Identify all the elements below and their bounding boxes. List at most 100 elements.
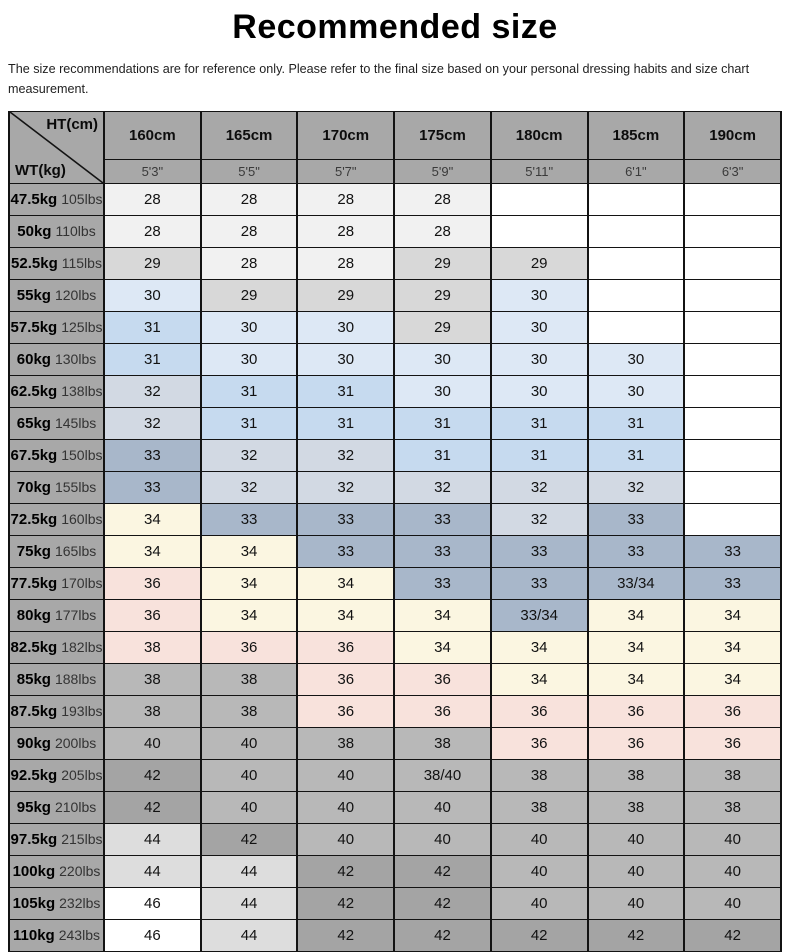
weight-label: 77.5kg 170lbs [8, 567, 105, 601]
size-cell: 33 [489, 567, 589, 601]
size-cell: 34 [199, 567, 299, 601]
size-cell: 38 [586, 759, 686, 793]
height-cm-row: HT(cm) WT(kg) 160cm 165cm 170cm 175cm 180cm 1… [8, 111, 782, 185]
size-cell: 34 [683, 631, 782, 665]
size-cell: 30 [199, 311, 299, 345]
size-cell: 38 [199, 695, 299, 729]
size-cell: 29 [393, 311, 492, 345]
size-cell: 40 [393, 823, 492, 857]
size-cell: 31 [586, 407, 686, 441]
weight-label: 57.5kg 125lbs [8, 311, 105, 345]
size-cell: 31 [296, 375, 396, 409]
table-body: 47.5kg 105lbs 28 28 28 28 50kg 110lbs 28 28 28 28 52… [8, 183, 782, 952]
size-cell: 33 [103, 471, 202, 505]
size-cell: 33 [586, 503, 686, 537]
table-row: 55kg 120lbs 30 29 29 29 30 [8, 279, 782, 313]
size-cell: 40 [586, 823, 686, 857]
height-cm-header: 175cm [393, 111, 492, 161]
height-ft-header: 6'1" [586, 159, 686, 185]
table-header: HT(cm) WT(kg) 160cm 165cm 170cm 175cm 180cm 1… [8, 111, 782, 185]
height-axis-label: HT(cm) [46, 116, 98, 134]
size-cell [683, 215, 782, 249]
size-cell: 36 [586, 727, 686, 761]
diagonal-divider [11, 112, 102, 183]
size-cell: 38 [489, 791, 589, 825]
size-cell: 34 [393, 631, 492, 665]
size-cell: 36 [296, 663, 396, 697]
size-cell [683, 343, 782, 377]
size-cell: 42 [393, 855, 492, 889]
size-cell: 32 [199, 471, 299, 505]
size-cell: 42 [489, 919, 589, 952]
size-cell: 34 [489, 631, 589, 665]
size-cell: 32 [586, 471, 686, 505]
weight-label: 65kg 145lbs [8, 407, 105, 441]
height-cm-header: 165cm [199, 111, 299, 161]
size-cell: 36 [683, 727, 782, 761]
size-cell: 32 [489, 471, 589, 505]
size-cell: 28 [296, 215, 396, 249]
size-cell: 36 [586, 695, 686, 729]
size-cell: 30 [489, 311, 589, 345]
size-cell: 33 [393, 567, 492, 601]
size-cell: 33 [586, 535, 686, 569]
size-cell: 28 [199, 247, 299, 281]
size-cell: 38/40 [393, 759, 492, 793]
weight-label: 90kg 200lbs [8, 727, 105, 761]
table-row: 62.5kg 138lbs 32 31 31 30 30 30 [8, 375, 782, 409]
corner-cell: HT(cm) WT(kg) [8, 111, 105, 185]
size-cell: 30 [489, 375, 589, 409]
size-cell: 34 [586, 631, 686, 665]
table-row: 90kg 200lbs 40 40 38 38 36 36 36 [8, 727, 782, 761]
size-cell: 36 [103, 567, 202, 601]
size-cell: 40 [683, 887, 782, 921]
size-cell: 30 [586, 343, 686, 377]
size-cell: 33 [393, 503, 492, 537]
size-cell: 38 [103, 695, 202, 729]
table-row: 77.5kg 170lbs 36 34 34 33 33 33/34 33 [8, 567, 782, 601]
size-cell: 44 [199, 855, 299, 889]
size-table: HT(cm) WT(kg) 160cm 165cm 170cm 175cm 180cm 1… [8, 111, 782, 952]
weight-label: 100kg 220lbs [8, 855, 105, 889]
size-cell: 40 [103, 727, 202, 761]
size-cell: 34 [586, 663, 686, 697]
table-row: 95kg 210lbs 42 40 40 40 38 38 38 [8, 791, 782, 825]
size-cell: 36 [393, 663, 492, 697]
size-cell: 33 [103, 439, 202, 473]
size-cell: 33 [199, 503, 299, 537]
size-cell: 40 [199, 727, 299, 761]
size-cell: 32 [103, 375, 202, 409]
size-cell: 29 [489, 247, 589, 281]
size-cell: 42 [103, 791, 202, 825]
size-cell: 34 [489, 663, 589, 697]
table-row: 92.5kg 205lbs 42 40 40 38/40 38 38 38 [8, 759, 782, 793]
size-cell: 31 [393, 439, 492, 473]
weight-label: 82.5kg 182lbs [8, 631, 105, 665]
weight-axis-label: WT(kg) [15, 162, 66, 180]
table-row: 110kg 243lbs 46 44 42 42 42 42 42 [8, 919, 782, 952]
size-cell: 30 [296, 343, 396, 377]
height-ft-header: 5'9" [393, 159, 492, 185]
size-cell: 36 [489, 727, 589, 761]
size-cell [683, 311, 782, 345]
size-cell: 40 [296, 791, 396, 825]
size-cell [489, 183, 589, 217]
size-cell: 31 [199, 375, 299, 409]
height-ft-header: 5'7" [296, 159, 396, 185]
size-cell: 40 [199, 759, 299, 793]
size-cell: 34 [296, 599, 396, 633]
table-row: 105kg 232lbs 46 44 42 42 40 40 40 [8, 887, 782, 921]
size-cell: 40 [683, 855, 782, 889]
size-cell: 38 [199, 663, 299, 697]
size-cell: 32 [103, 407, 202, 441]
size-cell: 29 [296, 279, 396, 313]
size-cell: 33 [683, 567, 782, 601]
height-ft-header: 5'3" [103, 159, 202, 185]
size-cell: 29 [393, 247, 492, 281]
page-title: Recommended size [232, 8, 558, 46]
size-cell: 34 [199, 599, 299, 633]
size-cell [683, 375, 782, 409]
size-cell: 33 [296, 535, 396, 569]
size-cell: 31 [393, 407, 492, 441]
table-row: 57.5kg 125lbs 31 30 30 29 30 [8, 311, 782, 345]
